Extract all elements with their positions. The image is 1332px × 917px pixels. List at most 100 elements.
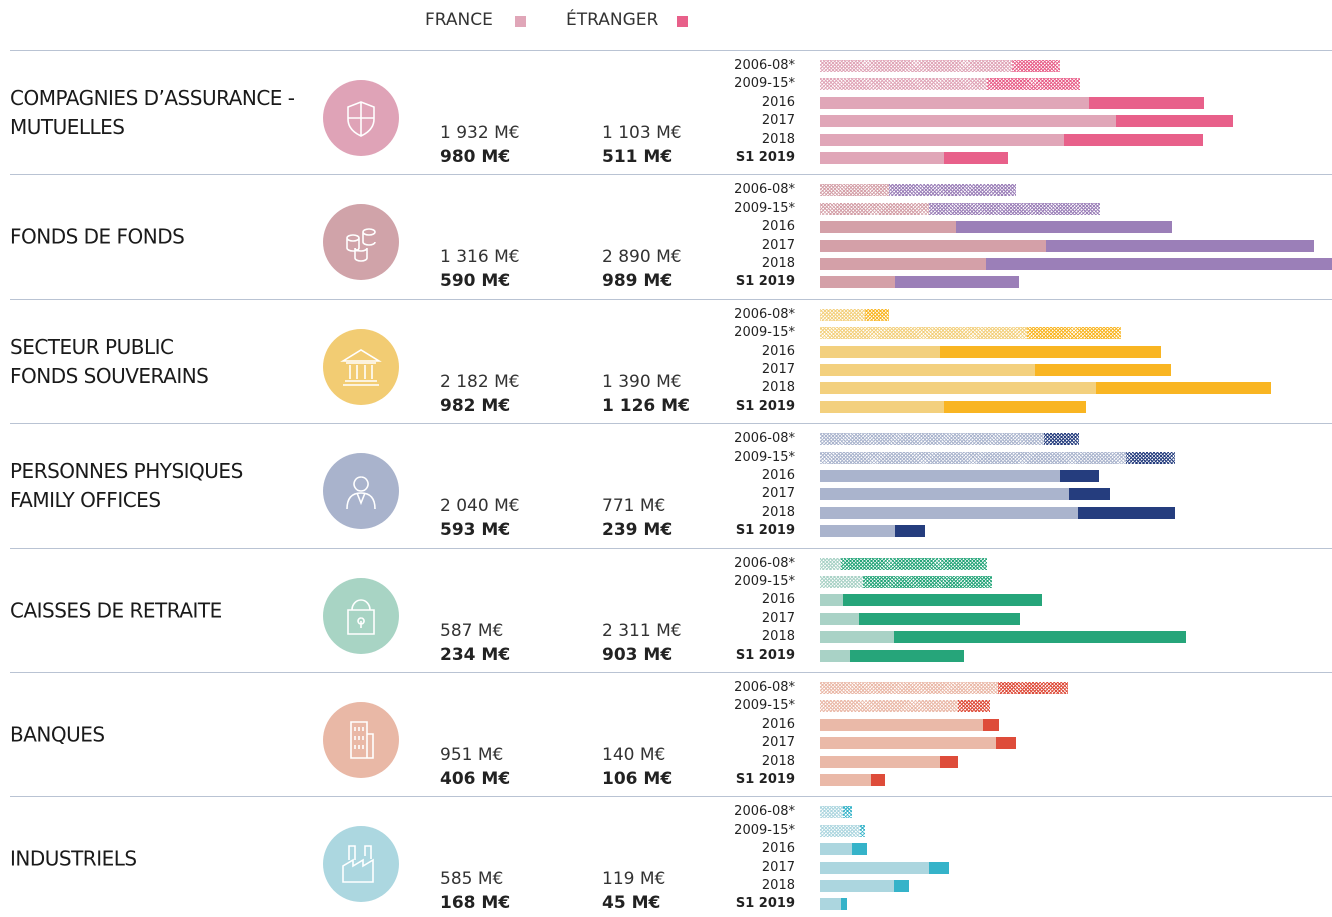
value-label: 45 M€ bbox=[602, 893, 661, 914]
value-label: 1 126 M€ bbox=[602, 395, 690, 416]
category-label: S1 2019 bbox=[735, 523, 795, 539]
icon bbox=[323, 702, 399, 778]
bar-segment bbox=[1059, 470, 1100, 482]
icon bbox=[323, 826, 399, 903]
bar-segment bbox=[820, 880, 894, 892]
bar-segment bbox=[1068, 488, 1111, 501]
category-label: 2009-15* bbox=[734, 325, 795, 341]
bar-segment bbox=[928, 202, 1101, 215]
bar-segment bbox=[820, 400, 945, 413]
category-label: 2006-08* bbox=[734, 58, 795, 73]
category-label: S1 2019 bbox=[735, 647, 795, 663]
category-label: 2006-08* bbox=[734, 680, 795, 695]
value-label: 1 932 M€ bbox=[440, 123, 520, 143]
bar-segment bbox=[820, 631, 895, 644]
icon bbox=[323, 328, 399, 405]
row-title: COMPAGNIES D’ASSURANCE - MUTUELLES bbox=[10, 86, 295, 139]
category-label: 2018 bbox=[761, 380, 795, 396]
category-label: 2006-08* bbox=[734, 306, 795, 322]
bar-segment bbox=[820, 488, 1069, 501]
category-label: 2017 bbox=[761, 362, 795, 377]
bar-segment bbox=[820, 60, 1012, 72]
value-label: 587 M€ bbox=[440, 620, 504, 641]
bar-segment bbox=[1077, 506, 1176, 519]
value-label: 119 M€ bbox=[602, 869, 666, 890]
bar-segment bbox=[820, 525, 895, 538]
category-label: S1 2019 bbox=[735, 398, 795, 414]
bar-segment bbox=[1064, 133, 1204, 146]
bar-segment bbox=[820, 576, 863, 588]
icon bbox=[323, 80, 399, 156]
value-label: 989 M€ bbox=[602, 271, 673, 292]
bar-segment bbox=[1027, 327, 1121, 340]
row-title: PERSONNES PHYSIQUES FAMILY OFFICES bbox=[10, 459, 243, 513]
bar-segment bbox=[957, 700, 991, 713]
bar-segment bbox=[820, 239, 1047, 252]
category-label: 2006-08* bbox=[734, 555, 795, 571]
bar-segment bbox=[865, 308, 890, 321]
bar-segment bbox=[820, 133, 1064, 146]
separator bbox=[10, 298, 1332, 300]
bar-segment bbox=[820, 682, 999, 694]
value-label: 2 890 M€ bbox=[602, 247, 682, 268]
bar-segment bbox=[820, 382, 1096, 395]
value-label: 168 M€ bbox=[440, 893, 511, 914]
bar-segment bbox=[986, 78, 1081, 91]
value-label: 585 M€ bbox=[440, 869, 504, 890]
category-label: 2016 bbox=[761, 841, 795, 857]
bar-segment bbox=[982, 718, 1000, 731]
category-label: 2018 bbox=[761, 131, 795, 147]
category-label: 2017 bbox=[761, 735, 795, 751]
category-label: 2018 bbox=[761, 878, 795, 893]
category-label: 2006-08* bbox=[734, 431, 795, 447]
bar-segment bbox=[820, 557, 842, 570]
bar-segment bbox=[998, 682, 1068, 694]
category-label: 2016 bbox=[761, 592, 795, 608]
bar-segment bbox=[871, 774, 885, 786]
icon bbox=[323, 204, 399, 281]
bar-segment bbox=[820, 152, 944, 164]
category-label: S1 2019 bbox=[735, 896, 795, 912]
category-label: 2018 bbox=[761, 629, 795, 645]
bar-segment bbox=[940, 755, 958, 768]
bar-segment bbox=[820, 451, 1126, 464]
category-label: 2016 bbox=[761, 94, 795, 110]
row-title: INDUSTRIELS bbox=[10, 846, 137, 871]
row-title: CAISSES DE RETRAITE bbox=[10, 598, 222, 623]
bar-segment bbox=[820, 345, 940, 358]
category-label: 2017 bbox=[761, 237, 795, 253]
bar-segment bbox=[889, 184, 1016, 197]
category-label: 2016 bbox=[761, 716, 795, 732]
value-label: 106 M€ bbox=[602, 769, 673, 789]
category-label: 2017 bbox=[761, 113, 795, 129]
row-title: SECTEUR PUBLIC FONDS SOUVERAINS bbox=[10, 334, 209, 388]
bar-segment bbox=[862, 576, 992, 588]
value-label: 234 M€ bbox=[440, 644, 511, 665]
bar-segment bbox=[849, 649, 964, 662]
bar-segment bbox=[1034, 364, 1172, 376]
category-label: 2018 bbox=[761, 504, 795, 520]
bar-segment bbox=[943, 152, 1009, 164]
bar-segment bbox=[820, 78, 987, 91]
bar-segment bbox=[986, 258, 1332, 270]
value-label: 406 M€ bbox=[440, 769, 511, 789]
category-label: 2009-15* bbox=[734, 822, 795, 838]
value-label: 511 M€ bbox=[602, 147, 673, 167]
bar-segment bbox=[820, 202, 929, 215]
bar-segment bbox=[894, 276, 1020, 289]
bar-segment bbox=[1115, 115, 1233, 128]
bar-segment bbox=[820, 649, 850, 662]
value-label: 2 040 M€ bbox=[440, 496, 520, 517]
separator bbox=[10, 547, 1332, 549]
bar-segment bbox=[820, 308, 866, 321]
bar-segment bbox=[820, 843, 852, 856]
category-label: 2017 bbox=[761, 610, 795, 626]
bar-segment bbox=[820, 806, 843, 819]
bar-segment bbox=[820, 774, 872, 786]
bar-segment bbox=[820, 861, 929, 874]
value-label: 2 182 M€ bbox=[440, 371, 520, 392]
icon bbox=[323, 453, 399, 530]
bar-segment bbox=[820, 898, 842, 911]
legend-swatch bbox=[515, 16, 526, 27]
bar-segment bbox=[820, 612, 860, 625]
